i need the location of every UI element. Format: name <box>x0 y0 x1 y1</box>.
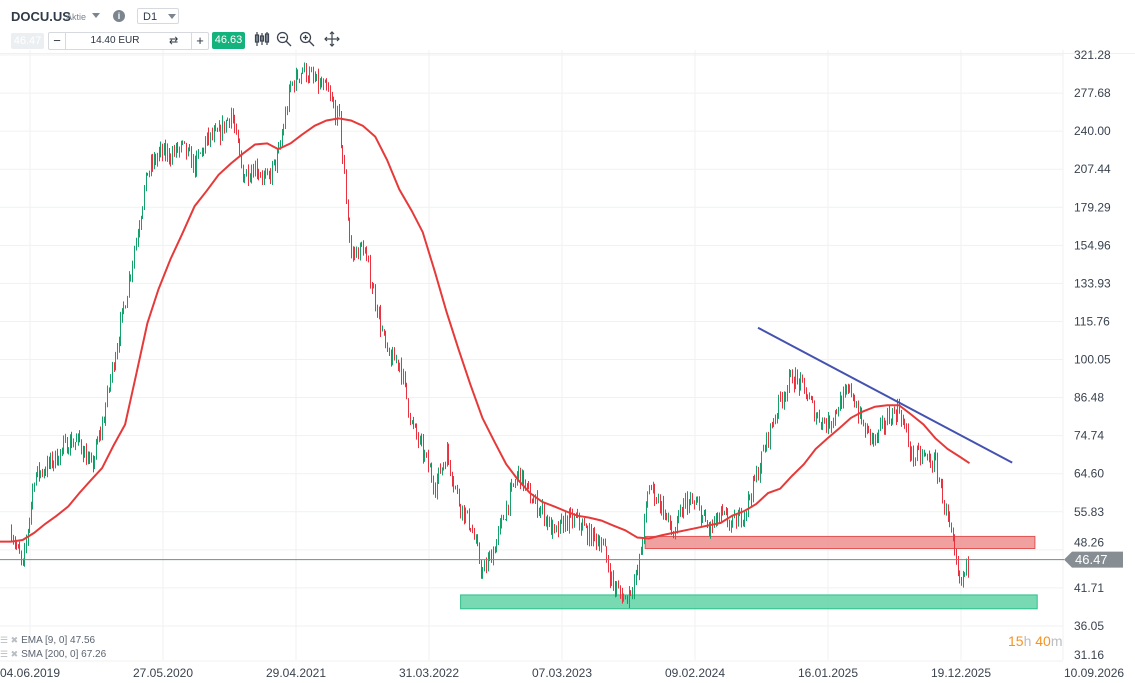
x-tick-label: 10.09.2026 <box>1064 666 1124 680</box>
timeframe-value: D1 <box>143 11 158 23</box>
x-tick-label: 31.03.2022 <box>399 666 459 680</box>
y-tick-label: 86.48 <box>1074 391 1104 405</box>
x-tick-label: 04.06.2019 <box>0 666 60 680</box>
toolbar-divider <box>0 53 1135 54</box>
legend-ema-label: EMA [9, 0] 47.56 <box>21 635 96 646</box>
x-tick-label: 27.05.2020 <box>133 666 193 680</box>
trendline[interactable] <box>757 326 1013 464</box>
info-icon[interactable]: i <box>113 10 125 22</box>
y-tick-label: 115.76 <box>1074 314 1110 328</box>
legend-sma-label: SMA [200, 0] 67.26 <box>21 649 107 660</box>
decrease-button[interactable]: − <box>49 33 66 49</box>
y-tick-label: 154.96 <box>1074 238 1111 252</box>
countdown-h-unit: h <box>1023 633 1032 649</box>
symbol-name[interactable]: DOCU.US <box>11 9 71 24</box>
y-tick-label: 240.00 <box>1074 124 1111 138</box>
last-price-tag-label: 46.47 <box>1075 552 1108 567</box>
legend-ema[interactable]: ☰ ✖ EMA [9, 0] 47.56 <box>0 634 95 647</box>
quantity-input[interactable]: 14.40 EUR <box>90 35 140 46</box>
y-tick-label: 48.26 <box>1074 536 1104 550</box>
settings-icon[interactable]: ☰ ✖ <box>0 649 19 659</box>
y-tick-label: 133.93 <box>1074 276 1111 290</box>
support-zone <box>460 594 1038 610</box>
resistance-zone <box>644 535 1036 550</box>
y-tick-label: 179.29 <box>1074 200 1111 214</box>
quantity-stepper[interactable]: − 14.40 EUR ⇄ + <box>48 32 209 50</box>
symbol-type: Aktie <box>66 12 87 22</box>
symbol-dropdown-chevron-icon[interactable] <box>92 13 100 18</box>
timeframe-select[interactable]: D1 <box>137 8 179 24</box>
sell-button[interactable]: 46.47 <box>11 33 44 49</box>
sma-200-line <box>0 117 971 543</box>
x-tick-label: 19.12.2025 <box>931 666 991 680</box>
candles <box>11 62 969 609</box>
y-tick-label: 31.16 <box>1074 648 1104 662</box>
x-tick-label: 09.02.2024 <box>665 666 725 680</box>
y-tick-label: 41.71 <box>1074 581 1104 595</box>
zones <box>460 535 1038 610</box>
candle-countdown: 15h 40m <box>1008 633 1063 649</box>
move-icon[interactable] <box>324 31 340 50</box>
y-tick-label: 321.28 <box>1074 48 1111 62</box>
x-tick-label: 07.03.2023 <box>532 666 592 680</box>
x-tick-label: 29.04.2021 <box>266 666 326 680</box>
y-tick-label: 277.68 <box>1074 86 1111 100</box>
increase-button[interactable]: + <box>191 33 208 49</box>
x-tick-label: 16.01.2025 <box>798 666 858 680</box>
y-axis: 321.28 277.68 240.00 207.44 179.29 154.96 133.… <box>1074 48 1111 662</box>
countdown-hours: 15 <box>1008 633 1024 649</box>
countdown-m-unit: m <box>1050 633 1063 649</box>
buy-button[interactable]: 46.63 <box>212 32 245 49</box>
swap-icon[interactable]: ⇄ <box>169 35 179 47</box>
y-tick-label: 64.60 <box>1074 467 1104 481</box>
legend-sma[interactable]: ☰ ✖ SMA [200, 0] 67.26 <box>0 648 106 661</box>
last-price-tag-shape <box>1064 551 1123 568</box>
y-tick-label: 55.83 <box>1074 505 1104 519</box>
grid <box>0 50 1064 662</box>
y-tick-label: 100.05 <box>1074 353 1111 367</box>
candlestick-icon[interactable] <box>254 31 270 50</box>
y-tick-label: 74.74 <box>1074 429 1104 443</box>
countdown-minutes: 40 <box>1031 633 1051 649</box>
last-price-tag: 46.47 <box>1064 551 1123 568</box>
zoom-in-icon[interactable] <box>299 31 315 50</box>
y-tick-label: 207.44 <box>1074 162 1111 176</box>
zoom-out-icon[interactable] <box>276 31 292 50</box>
x-axis: 04.06.2019 27.05.2020 29.04.2021 31.03.2022… <box>0 666 1124 680</box>
chevron-down-icon <box>168 14 176 19</box>
toolbar: DOCU.US Aktie i D1 46.47 − 14.40 EUR ⇄ +… <box>0 0 1135 53</box>
settings-icon[interactable]: ☰ ✖ <box>0 635 19 645</box>
y-tick-label: 36.05 <box>1074 619 1104 633</box>
